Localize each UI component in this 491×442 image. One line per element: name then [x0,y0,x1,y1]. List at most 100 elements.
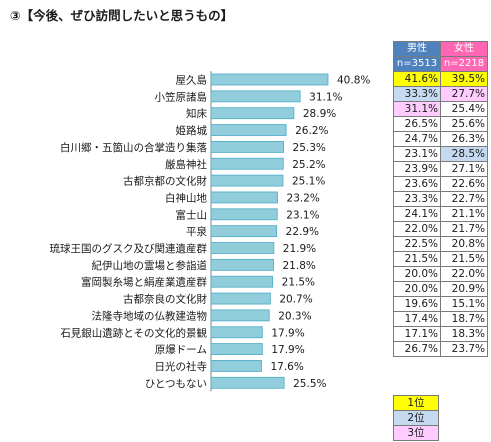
value-label-1: 31.1% [309,91,342,103]
value-label-17: 17.6% [270,361,303,373]
table-row: 22.0% 21.7% [393,221,488,237]
category-label-2: 知床 [186,107,207,120]
female-value-8: 22.7% [440,191,488,207]
table-row: 23.1% 28.5% [393,146,488,162]
value-label-0: 40.8% [337,75,370,87]
category-label-1: 小笠原諸島 [155,90,208,103]
category-label-18: ひとつもない [145,378,207,390]
female-value-3: 25.6% [440,116,488,132]
table-sample-size-row: n=3513 n=2218 [393,56,488,72]
bar-9 [210,225,278,238]
value-label-7: 23.2% [287,192,320,204]
category-label-14: 法隆寺地域の仏教建造物 [92,309,208,322]
female-value-17: 18.3% [440,326,488,342]
legend-row-rank1: 1位 [393,395,439,411]
table-header-row: 男性 女性 [393,41,488,57]
category-label-13: 古都奈良の文化財 [123,293,207,306]
gender-breakdown-table: 男性 女性 n=3513 n=2218 41.6% 39.5% 33.3% 27.7%… [393,41,488,357]
female-value-14: 20.9% [440,281,488,297]
female-value-13: 22.0% [440,266,488,282]
table-row: 20.0% 20.9% [393,281,488,297]
female-value-2: 25.4% [440,101,488,117]
category-label-17: 日光の社寺 [155,360,208,373]
table-row: 33.3% 27.7% [393,86,488,102]
bar-7 [210,191,278,204]
table-row: 26.7% 23.7% [393,341,488,357]
table-row: 23.3% 22.7% [393,191,488,207]
bar-6 [210,174,284,187]
bar-0 [210,73,329,86]
male-value-6: 23.9% [393,161,441,177]
bar-12 [210,275,274,288]
table-row: 24.7% 26.3% [393,131,488,147]
bar-13 [210,292,271,305]
female-value-5: 28.5% [440,146,488,162]
category-label-6: 古都京都の文化財 [123,175,207,188]
bar-2 [210,107,295,120]
category-label-3: 姫路城 [176,124,208,137]
female-value-16: 18.7% [440,311,488,327]
category-label-5: 厳島神社 [165,158,207,171]
value-label-13: 20.7% [279,294,312,306]
legend-rank1: 1位 [393,395,439,411]
bar-3 [210,124,287,136]
value-label-16: 17.9% [271,344,304,356]
female-value-4: 26.3% [440,131,488,147]
male-value-4: 24.7% [393,131,441,147]
bar-17 [210,360,262,372]
male-value-12: 21.5% [393,251,441,267]
bar-15 [210,326,263,339]
category-label-0: 屋久島 [176,74,208,87]
value-label-6: 25.1% [292,176,325,188]
rank-legend: 1位 2位 3位 [393,395,439,441]
bar-11 [210,258,274,271]
table-row: 41.6% 39.5% [393,71,488,87]
male-value-2: 31.1% [393,101,441,117]
category-label-15: 石見銀山遺跡とその文化的景観 [60,326,207,339]
table-row: 19.6% 15.1% [393,296,488,312]
bar-10 [210,242,275,254]
category-label-10: 琉球王国のグスク及び関連遺産群 [50,242,208,255]
male-header: 男性 [393,41,441,57]
table-row: 23.9% 27.1% [393,161,488,177]
male-value-7: 23.6% [393,176,441,192]
male-value-15: 19.6% [393,296,441,312]
category-label-9: 平泉 [186,225,207,238]
category-label-7: 白神山地 [165,191,207,204]
male-sample-size: n=3513 [393,56,441,72]
male-value-16: 17.4% [393,311,441,327]
value-label-8: 23.1% [286,209,319,221]
bar-chart: 屋久島小笠原諸島知床姫路城白川郷・五箇山の合掌造り集落厳島神社古都京都の文化財白… [50,71,370,392]
male-value-10: 22.0% [393,221,441,237]
table-row: 31.1% 25.4% [393,101,488,117]
value-label-18: 25.5% [293,378,326,390]
legend-row-rank3: 3位 [393,425,439,441]
table-row: 21.5% 21.5% [393,251,488,267]
male-value-17: 17.1% [393,326,441,342]
category-label-11: 紀伊山地の霊場と参詣道 [92,259,208,272]
legend-rank2: 2位 [393,410,439,426]
female-value-1: 27.7% [440,86,488,102]
female-value-7: 22.6% [440,176,488,192]
female-value-0: 39.5% [440,71,488,87]
female-header: 女性 [440,41,488,57]
value-label-12: 21.5% [282,277,315,289]
table-row: 17.1% 18.3% [393,326,488,342]
male-value-14: 20.0% [393,281,441,297]
table-row: 17.4% 18.7% [393,311,488,327]
value-label-11: 21.8% [283,260,316,272]
male-value-5: 23.1% [393,146,441,162]
female-value-11: 20.8% [440,236,488,252]
male-value-11: 22.5% [393,236,441,252]
category-label-4: 白川郷・五箇山の合掌造り集落 [60,141,207,154]
value-label-10: 21.9% [283,243,316,255]
table-row: 20.0% 22.0% [393,266,488,282]
page-title: ③【今後、ぜひ訪問したいと思うもの】 [10,8,234,23]
female-sample-size: n=2218 [440,56,488,72]
male-value-18: 26.7% [393,341,441,357]
female-value-18: 23.7% [440,341,488,357]
male-value-9: 24.1% [393,206,441,222]
bar-16 [210,343,263,356]
female-value-9: 21.1% [440,206,488,222]
value-label-4: 25.3% [293,142,326,154]
